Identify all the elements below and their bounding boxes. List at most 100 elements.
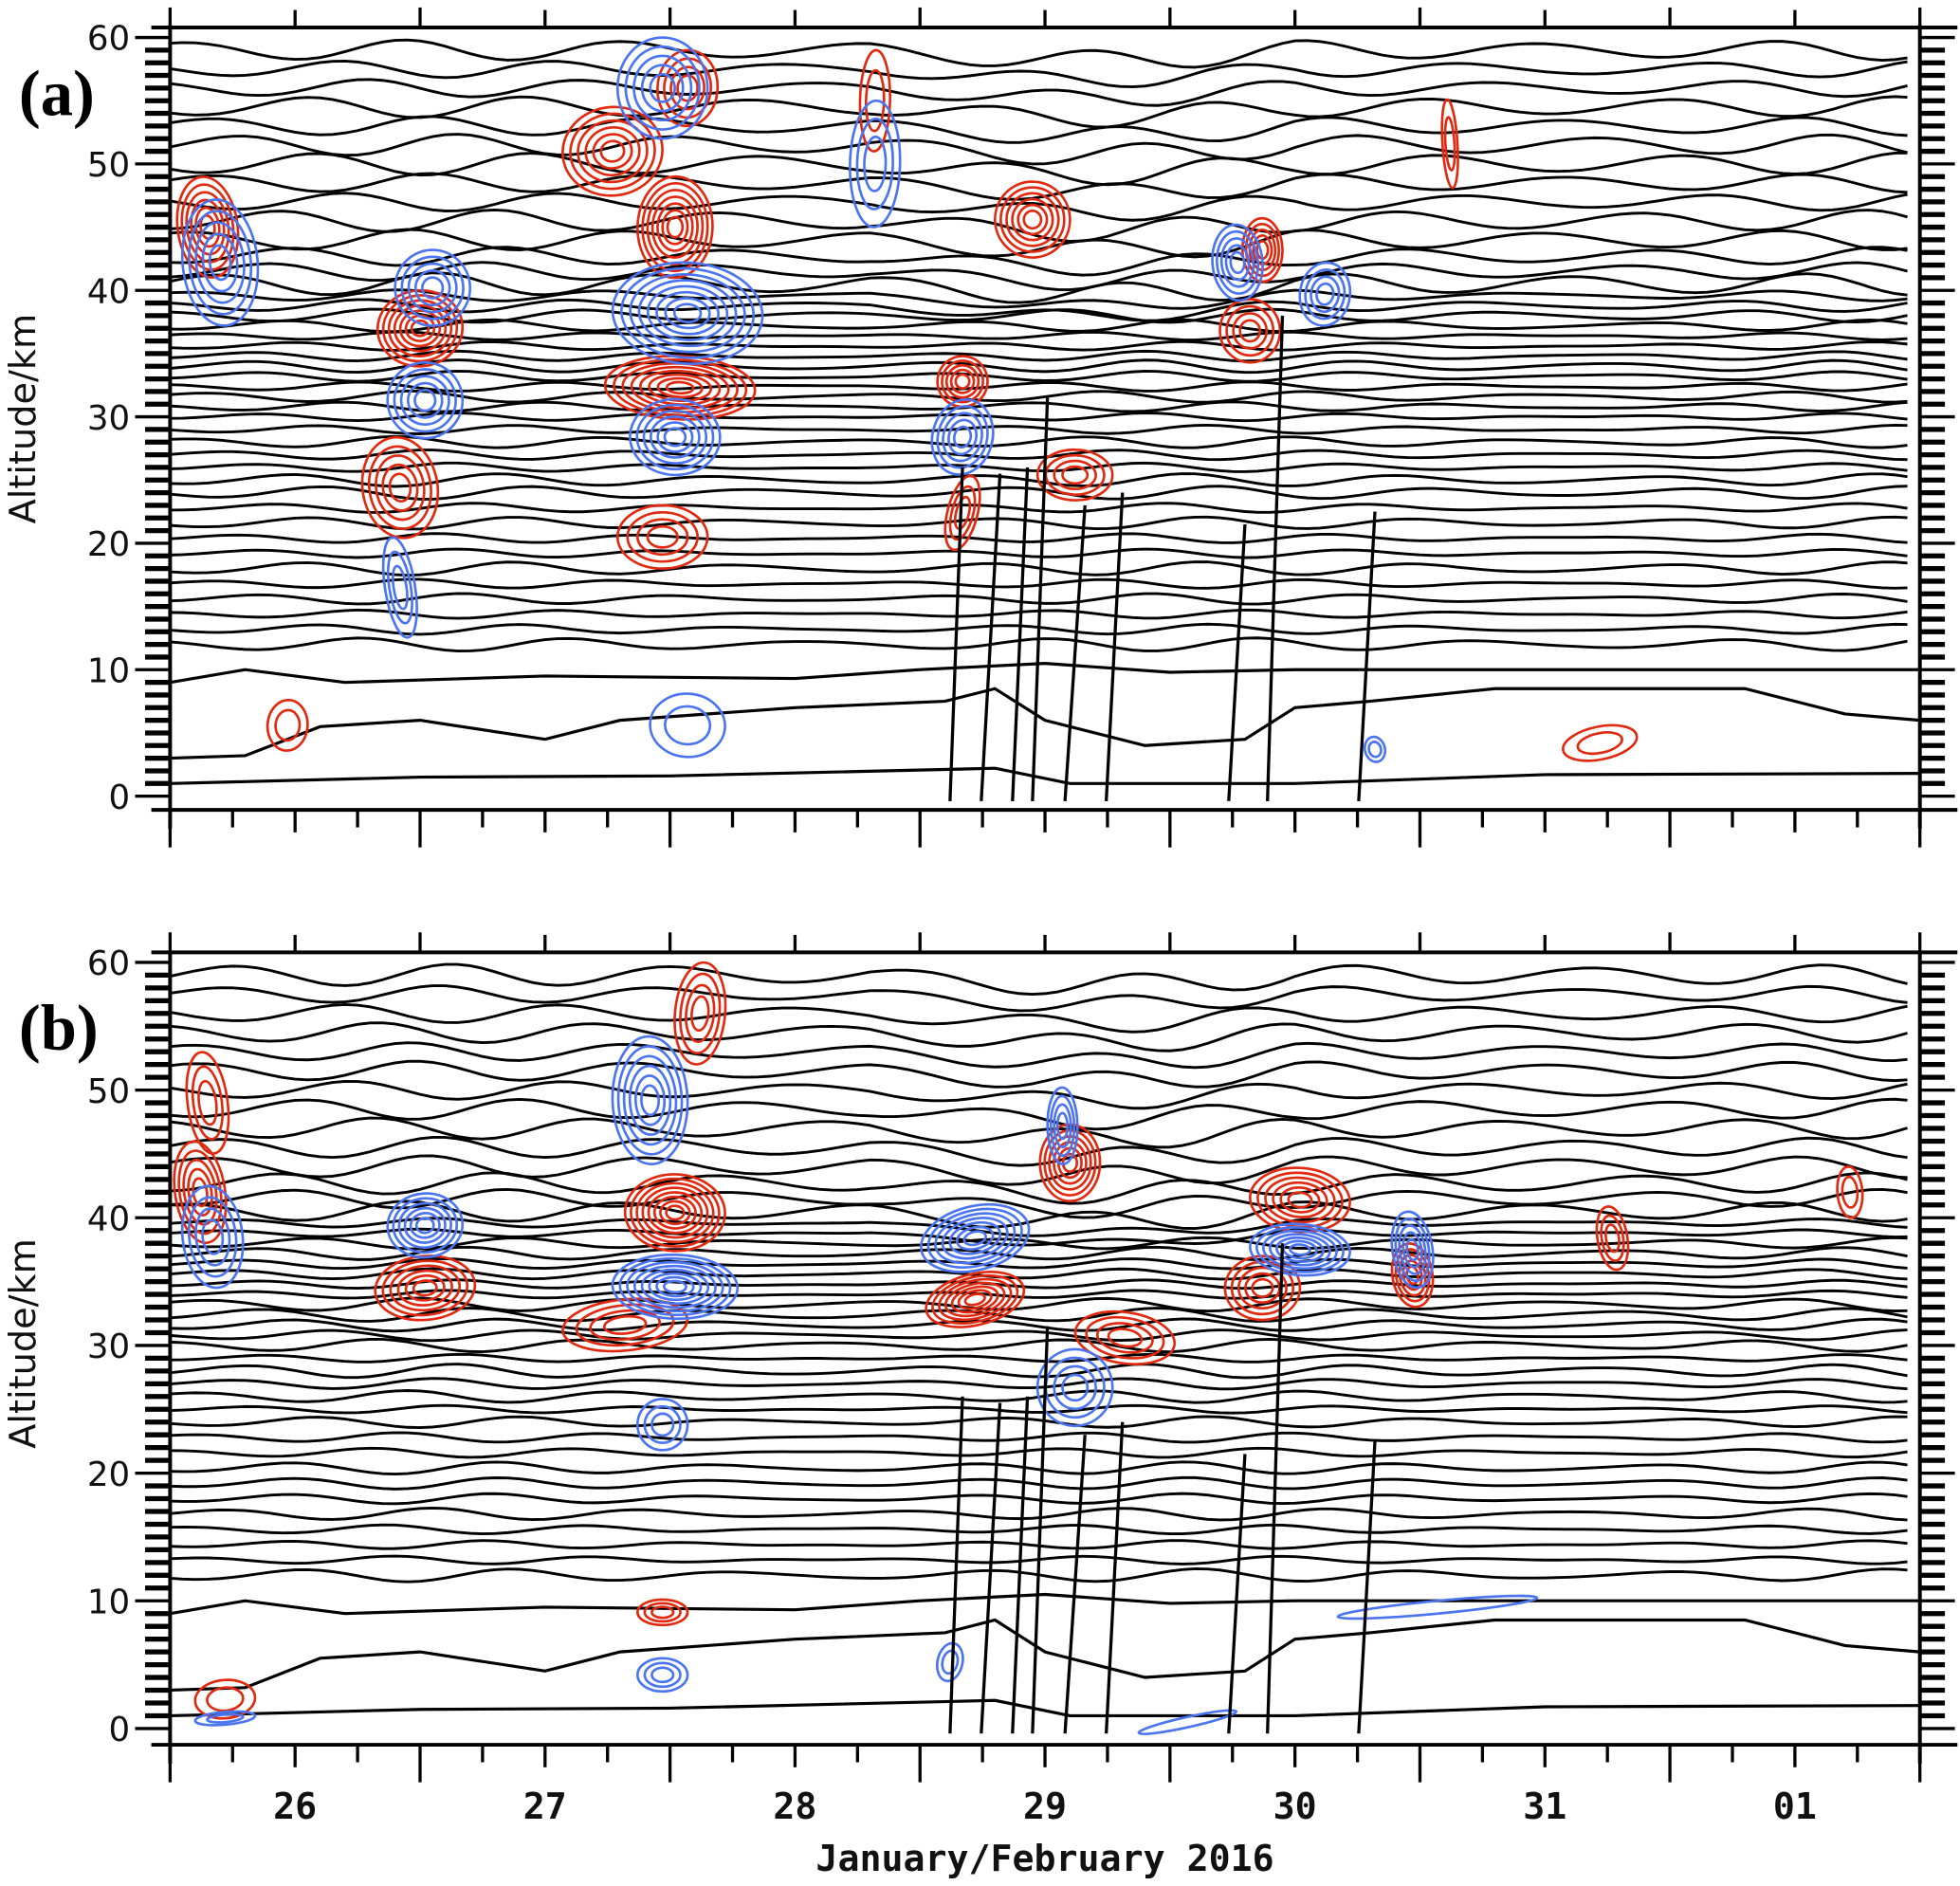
y-axis-title-b: Altitude/km (3, 1238, 45, 1449)
positive-anomaly-contour (858, 48, 891, 153)
isentrope-line (170, 1041, 1908, 1070)
positive-anomaly-contour (191, 1065, 224, 1141)
y-tick-label: 50 (87, 146, 130, 185)
isentrope-line (170, 246, 1908, 277)
negative-anomaly-contour (413, 389, 437, 412)
negative-anomaly-contour (393, 368, 457, 433)
negative-anomaly-contour (936, 405, 989, 469)
positive-anomaly-contour (650, 195, 699, 259)
isentrope-line (170, 1415, 1908, 1429)
negative-anomaly-contour (1061, 1373, 1090, 1402)
isentrope-line (170, 1431, 1908, 1444)
negative-anomaly-contour (611, 1253, 740, 1321)
positive-anomaly-contour (274, 708, 302, 742)
positive-anomaly-contour (650, 1605, 675, 1620)
negative-anomaly-contour (650, 415, 701, 459)
isentrope-line (170, 1460, 1908, 1476)
isentrope-line (170, 38, 1908, 69)
isentrope-line (170, 662, 1920, 685)
positive-anomaly-contour (1562, 723, 1639, 762)
negative-anomaly-contour (935, 1641, 964, 1683)
positive-anomaly-contour (1836, 1165, 1864, 1219)
negative-anomaly-contour (194, 1207, 231, 1267)
x-tick-label: 01 (1773, 1786, 1817, 1828)
positive-anomaly-contour (646, 524, 679, 549)
positive-anomaly-contour (193, 1678, 257, 1720)
positive-anomaly-contour (592, 133, 633, 170)
negative-anomaly-contour (407, 262, 458, 314)
negative-anomaly-contour (650, 1412, 675, 1437)
negative-anomaly-contour (655, 290, 720, 336)
isentrope-line (170, 151, 1908, 187)
positive-anomaly-contour (665, 380, 695, 395)
positive-anomaly-contour (652, 1195, 697, 1230)
isentrope-line (170, 133, 1908, 166)
negative-anomaly-contour (646, 284, 729, 341)
vertical-track (1031, 397, 1050, 801)
vertical-track (1357, 511, 1377, 801)
negative-anomaly-contour (397, 1201, 452, 1250)
negative-anomaly-contour (414, 1217, 435, 1235)
vertical-track (1104, 1421, 1125, 1734)
isentrope-line (170, 1003, 1908, 1034)
positive-anomaly-contour (1244, 1272, 1281, 1304)
isentrope-line (170, 78, 1908, 107)
negative-anomaly-contour (1055, 1111, 1070, 1141)
vertical-track (948, 1396, 964, 1734)
positive-anomaly-contour (1022, 210, 1043, 230)
isentrope-line (170, 423, 1908, 435)
positive-anomaly-contour (669, 65, 705, 111)
negative-anomaly-contour (381, 536, 418, 639)
negative-anomaly-contour (1275, 1236, 1325, 1263)
panel-label-b: (b) (19, 992, 99, 1064)
isentrope-line (170, 330, 1908, 341)
isentropes (170, 38, 1920, 785)
negative-anomaly-contour (1219, 237, 1255, 288)
positive-anomaly-contour (661, 209, 689, 246)
positive-anomaly-contour (1251, 1277, 1274, 1298)
vertical-track (1063, 1435, 1087, 1734)
positive-anomaly-contour (1017, 203, 1049, 236)
positive-anomaly-contour (1230, 1260, 1295, 1316)
positive-anomaly-contour (656, 48, 720, 128)
panel-b: 0 10 20 30 40 50 60 (87, 932, 1958, 1783)
positive-anomaly-contour (561, 105, 664, 197)
negative-anomaly-contour (1298, 261, 1352, 327)
negative-anomaly-contour (664, 705, 712, 746)
negative-anomaly-contour (618, 1256, 732, 1317)
negative-anomaly-contour (392, 1197, 459, 1254)
positive-anomaly-contour (936, 355, 989, 409)
isentrope-line (170, 577, 1908, 590)
positive-anomaly-contour (185, 1051, 230, 1155)
negative-anomaly-contour (637, 279, 738, 348)
isentrope-line (170, 95, 1908, 129)
negative-anomaly-contour (636, 1398, 689, 1452)
positive-anomaly-contour (646, 189, 705, 266)
isentrope-line (170, 1097, 1908, 1131)
negative-anomaly-contour (962, 1230, 987, 1247)
positive-anomaly-contour (1061, 1152, 1079, 1173)
x-tick-label: 27 (523, 1786, 567, 1828)
negative-anomaly-contour (624, 45, 701, 131)
positive-anomaly-contour (636, 174, 714, 280)
isentrope-line (170, 1256, 1908, 1271)
positive-anomaly-contour (648, 373, 713, 403)
negative-anomaly-contour (1401, 1231, 1423, 1269)
positive-anomaly-contour (599, 139, 626, 163)
positive-anomaly-contour (1440, 98, 1459, 190)
isentrope-line (170, 228, 1908, 259)
positive-anomaly-contour (1238, 319, 1262, 343)
positive-anomaly-contour (636, 518, 689, 557)
x-tick-label: 30 (1273, 1786, 1317, 1828)
positive-anomaly-contour (993, 180, 1072, 259)
negative-anomaly-contour (663, 427, 687, 448)
vertical-track (1266, 315, 1285, 801)
isentrope-line (170, 288, 1908, 310)
isentrope-line (170, 766, 1920, 785)
positive-anomaly-contour (613, 358, 748, 417)
positive-anomaly-contour (1264, 1176, 1336, 1224)
negative-anomaly-contour (855, 117, 894, 211)
negative-anomaly-contour (664, 297, 711, 330)
isentrope-line (170, 172, 1908, 201)
